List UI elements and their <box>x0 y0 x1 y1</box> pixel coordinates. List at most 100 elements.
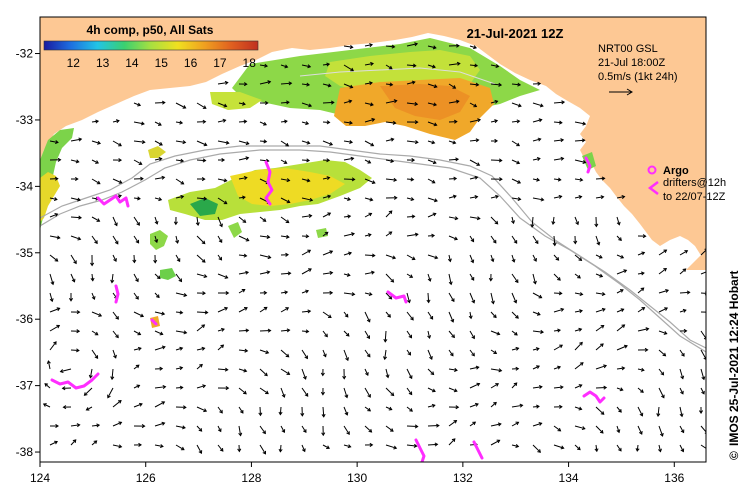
current-arrow <box>175 425 186 430</box>
current-arrow <box>637 347 649 352</box>
current-arrow <box>91 440 98 446</box>
current-arrow <box>406 158 416 163</box>
current-arrow <box>112 235 119 245</box>
current-arrow <box>448 349 454 357</box>
current-arrow <box>679 444 685 453</box>
current-arrow <box>238 368 248 373</box>
current-arrow <box>196 158 207 163</box>
current-arrow <box>133 364 140 370</box>
current-arrow <box>238 195 246 200</box>
current-arrow <box>301 249 312 256</box>
current-arrow <box>532 444 541 453</box>
current-arrow <box>469 102 478 108</box>
current-arrow <box>385 195 398 200</box>
current-arrow <box>469 365 480 370</box>
current-arrow <box>154 273 161 280</box>
current-arrow <box>385 311 391 318</box>
current-arrow <box>490 235 497 244</box>
current-arrow <box>658 387 665 399</box>
current-arrow <box>488 273 493 282</box>
current-arrow <box>448 119 458 124</box>
current-arrow <box>154 421 166 427</box>
current-arrow <box>217 102 228 108</box>
current-arrow <box>322 311 332 319</box>
current-arrow <box>406 424 419 429</box>
current-arrow <box>44 383 51 389</box>
current-arrow <box>469 292 476 304</box>
current-arrow <box>49 273 55 286</box>
current-legend-line1: NRT00 GSL <box>598 43 658 55</box>
current-arrow <box>280 64 289 69</box>
current-arrow <box>448 157 460 162</box>
current-arrow <box>133 196 141 201</box>
current-arrow <box>91 178 101 185</box>
current-arrow <box>532 329 545 334</box>
current-arrow <box>574 254 583 261</box>
current-arrow <box>469 402 479 408</box>
current-arrow <box>574 216 580 226</box>
current-arrow <box>490 99 499 104</box>
current-arrow <box>427 233 436 238</box>
current-arrow <box>364 81 373 86</box>
current-arrow <box>259 80 272 85</box>
current-arrow <box>511 254 516 263</box>
current-arrow <box>343 197 352 202</box>
current-arrow <box>154 401 166 408</box>
current-arrow <box>532 235 539 245</box>
current-arrow <box>700 387 705 395</box>
current-arrow <box>364 270 375 275</box>
current-arrow <box>574 292 584 297</box>
current-arrow <box>532 137 542 142</box>
current-arrow <box>238 328 250 333</box>
current-arrow <box>133 330 142 336</box>
current-arrow <box>259 306 268 313</box>
current-arrow <box>490 422 502 427</box>
current-arrow <box>364 140 375 147</box>
current-arrow <box>175 346 184 351</box>
current-legend-line3: 0.5m/s (1kt 24h) <box>598 71 677 83</box>
current-arrow <box>322 212 332 218</box>
current-arrow <box>468 311 473 320</box>
y-tick-label: -37 <box>16 379 34 393</box>
current-arrow <box>322 140 334 146</box>
current-arrow <box>427 254 439 260</box>
current-arrow <box>616 235 622 242</box>
current-arrow <box>322 290 334 295</box>
current-arrow <box>448 273 453 286</box>
current-arrow <box>154 197 163 202</box>
current-arrow <box>595 364 608 370</box>
y-tick-label: -34 <box>16 179 34 193</box>
current-arrow <box>448 420 458 427</box>
y-tick-label: -32 <box>16 47 34 61</box>
current-arrow <box>406 177 415 182</box>
current-arrow <box>175 292 188 297</box>
current-arrow <box>448 330 455 339</box>
current-arrow <box>133 235 140 244</box>
current-arrow <box>658 267 668 275</box>
current-arrow <box>616 387 624 392</box>
current-arrow <box>301 234 310 239</box>
current-arrow <box>88 368 93 379</box>
current-arrow <box>112 140 122 147</box>
current-arrow <box>553 194 563 199</box>
current-arrow <box>637 406 644 417</box>
current-arrow <box>469 195 479 200</box>
credit-text: IMOS 25-Jul-2021 12:24 Hobart <box>727 271 741 446</box>
current-arrow <box>616 366 626 371</box>
current-arrow <box>343 330 350 337</box>
current-arrow <box>49 235 61 240</box>
current-arrow <box>343 251 353 256</box>
current-arrow <box>49 254 59 262</box>
current-arrow <box>364 442 374 447</box>
current-arrow <box>426 292 431 304</box>
x-tick-label: 124 <box>30 471 50 485</box>
current-arrow <box>385 387 395 397</box>
current-arrow <box>364 197 374 202</box>
current-arrow <box>154 384 167 389</box>
current-arrow <box>364 425 373 433</box>
current-arrow <box>406 443 418 448</box>
current-arrow <box>91 349 99 359</box>
current-arrow <box>301 444 306 453</box>
current-arrow <box>511 382 518 389</box>
